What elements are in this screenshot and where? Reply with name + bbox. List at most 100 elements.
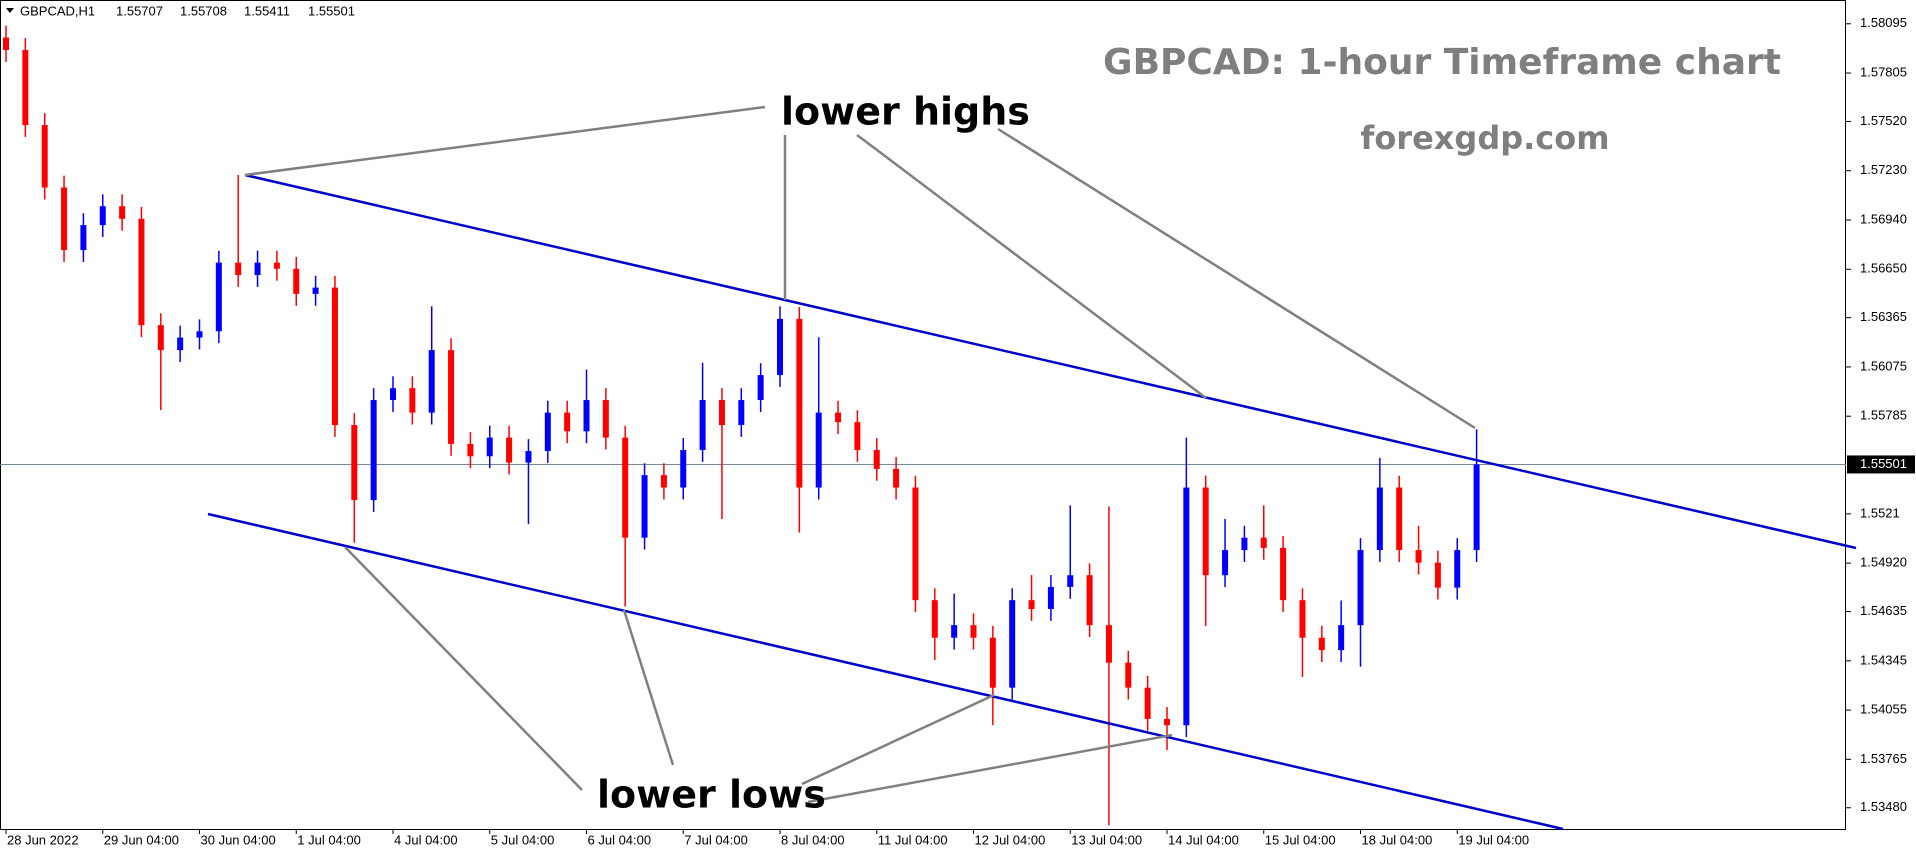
candle-body (177, 337, 184, 351)
candle-body (951, 625, 958, 638)
candle-body (660, 475, 667, 488)
candle-body (1415, 550, 1422, 563)
candle-body (835, 412, 842, 423)
x-tick-label: 13 Jul 04:00 (1071, 832, 1142, 847)
y-tick-label: 1.56940 (1860, 211, 1907, 226)
x-tick-label: 30 Jun 04:00 (201, 832, 276, 847)
pointer (622, 609, 675, 766)
candle-body (1144, 687, 1151, 719)
candle-body (699, 400, 706, 451)
x-tick-label: 7 Jul 04:00 (684, 832, 748, 847)
candle-body (312, 287, 319, 294)
y-tick-label: 1.54055 (1860, 702, 1907, 717)
candle-body (1454, 550, 1461, 588)
y-tick-label: 1.54920 (1860, 555, 1907, 570)
candle-body (351, 425, 358, 501)
candle-body (370, 400, 377, 501)
x-tick-label: 15 Jul 04:00 (1265, 832, 1336, 847)
candle-body (61, 187, 68, 251)
plot-frame (0, 0, 1846, 830)
current-price-label: 1.55501 (1860, 456, 1907, 471)
candle-body (428, 350, 435, 413)
candle-body (622, 437, 629, 538)
candle-body (1086, 575, 1093, 626)
candle-body (293, 268, 300, 294)
x-tick-label: 11 Jul 04:00 (878, 832, 948, 847)
candle-body (1434, 562, 1441, 588)
candle-body (1028, 600, 1035, 610)
candle-body (718, 400, 725, 426)
candle-body (1047, 586, 1054, 610)
candle-body (602, 400, 609, 438)
pointer (244, 105, 766, 177)
candle-body (273, 262, 280, 269)
candle-body (1202, 487, 1209, 576)
candle-body (390, 388, 396, 401)
y-tick-label: 1.56075 (1860, 358, 1907, 373)
x-tick-label: 6 Jul 04:00 (588, 832, 652, 847)
annotation: lower highs (781, 90, 1030, 134)
header-value: 1.55411 (244, 3, 290, 18)
candle-body (641, 475, 648, 538)
candle-body (22, 49, 29, 126)
candle-body (1299, 600, 1306, 638)
candle-body (1183, 487, 1190, 726)
candle-body (583, 400, 590, 432)
candle-body (467, 443, 474, 457)
candle-body (1396, 487, 1403, 551)
y-tick-label: 1.57520 (1860, 113, 1907, 128)
x-tick-label: 28 Jun 2022 (7, 832, 79, 847)
x-tick-label: 4 Jul 04:00 (394, 832, 458, 847)
candle-body (138, 218, 145, 326)
candle-body (215, 262, 222, 332)
chart-title: GBPCAD: 1-hour Timeframe chart (1103, 42, 1781, 83)
x-tick-label: 14 Jul 04:00 (1168, 832, 1239, 847)
candle-body (1009, 600, 1016, 688)
candle-body (680, 450, 687, 488)
x-tick-label: 12 Jul 04:00 (975, 832, 1046, 847)
candle-body (912, 487, 919, 601)
candle-body (1318, 637, 1325, 651)
candle-body (1164, 718, 1170, 726)
candle-body (119, 206, 126, 219)
candle-body (564, 412, 571, 432)
annotation-lines (207, 105, 1857, 831)
lower-trendline (207, 512, 1564, 831)
x-tick-label: 5 Jul 04:00 (491, 832, 555, 847)
y-tick-label: 1.54345 (1860, 652, 1907, 667)
candle-body (1067, 575, 1074, 587)
y-tick-label: 1.56650 (1860, 261, 1907, 276)
candle-body (989, 637, 996, 688)
header-value: 1.55707 (116, 3, 163, 18)
candle-body (1280, 547, 1287, 601)
candle-body (1260, 537, 1267, 548)
y-tick-label: 1.53480 (1860, 799, 1907, 814)
menu-icon (6, 8, 14, 13)
x-tick-label: 19 Jul 04:00 (1458, 832, 1529, 847)
candle-body (254, 262, 261, 276)
pointer (344, 546, 583, 791)
y-tick-label: 1.54635 (1860, 603, 1907, 618)
pointer (801, 693, 995, 786)
candle-body (1241, 537, 1248, 551)
candle-body (1222, 550, 1229, 576)
candle-body (1357, 550, 1364, 626)
candle-body (1125, 662, 1132, 688)
candle-body (157, 325, 164, 351)
candle-body (448, 350, 455, 444)
candle-body (873, 450, 880, 469)
y-tick-label: 1.57805 (1860, 64, 1907, 79)
annotation: lower lows (597, 773, 826, 817)
candle-body (738, 400, 745, 426)
y-tick-label: 1.58095 (1860, 15, 1907, 30)
candle-body (525, 451, 532, 463)
candle-body (893, 468, 900, 488)
candle-body (506, 437, 513, 463)
candle-body (1338, 625, 1345, 651)
candle-body (196, 331, 203, 338)
candle-body (1105, 625, 1112, 663)
chart-subtitle: forexgdp.com (1360, 119, 1609, 157)
candle-body (854, 422, 861, 451)
